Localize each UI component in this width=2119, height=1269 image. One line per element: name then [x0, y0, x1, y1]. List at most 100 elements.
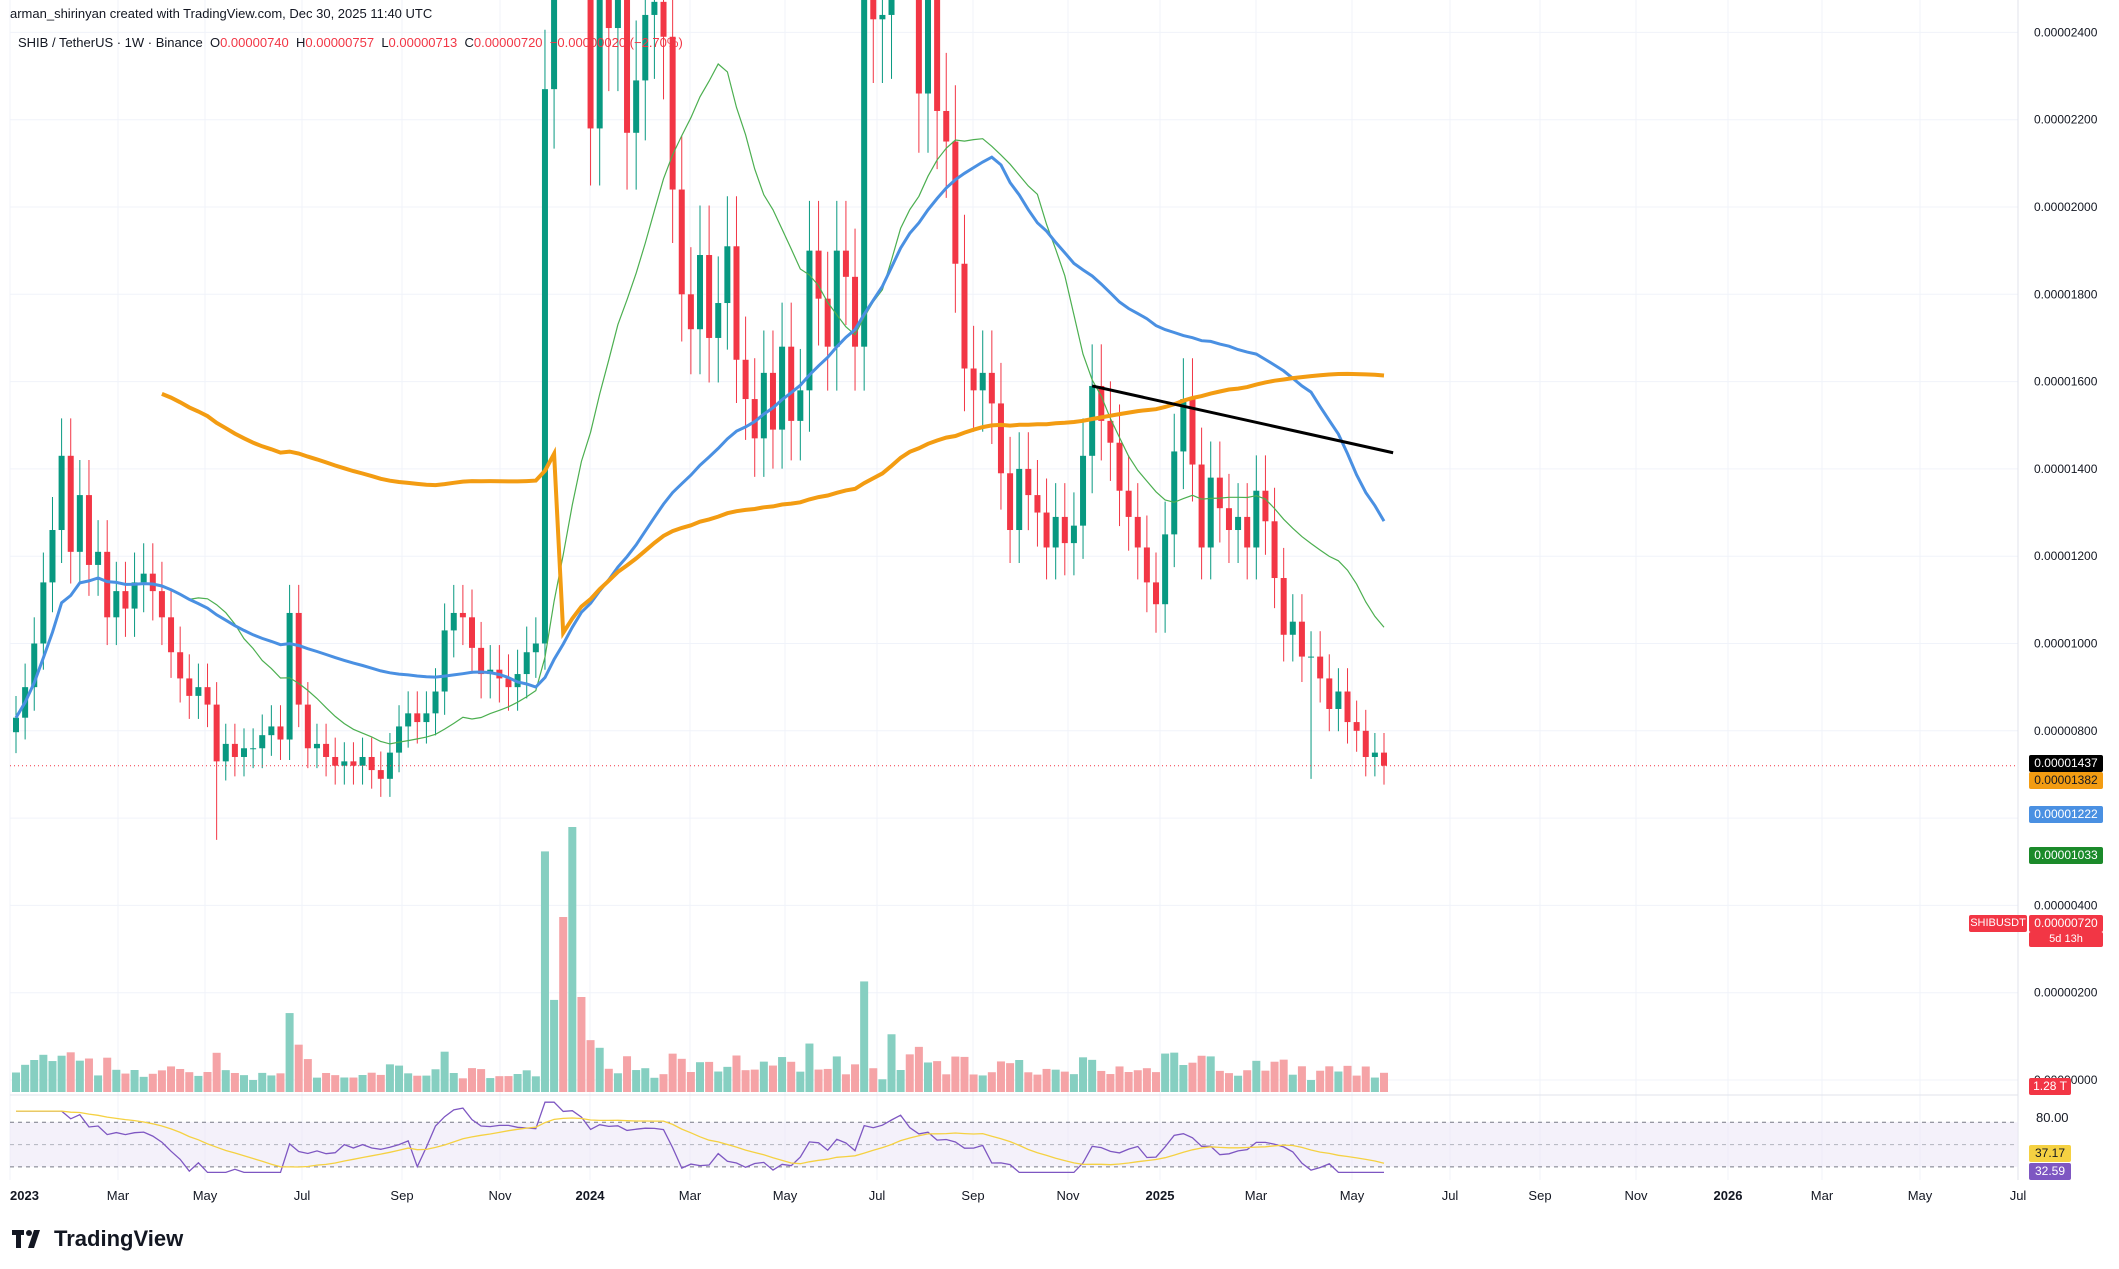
candlesticks[interactable] [13, 0, 1387, 840]
volume-bar [1088, 1059, 1097, 1092]
volume-bar [194, 1075, 203, 1092]
volume-bar [540, 851, 549, 1092]
candle-body [259, 735, 266, 749]
candle-body [122, 591, 129, 609]
volume-bar [723, 1066, 732, 1092]
candle-body [1253, 490, 1260, 548]
trendline [1091, 384, 1394, 455]
volume-bar [1133, 1070, 1142, 1092]
volume-bar [12, 1072, 20, 1092]
candle-body [341, 761, 348, 766]
candle-body [842, 250, 849, 277]
volume-bar [1279, 1059, 1288, 1092]
candle-body [724, 246, 731, 304]
volume-bar [1252, 1060, 1261, 1092]
candle-body [551, 0, 558, 90]
green-ma-price-label: 0.00001033 [2029, 847, 2103, 864]
candle-body [58, 455, 65, 531]
candle-body [1189, 399, 1196, 465]
volume-bar [951, 1056, 960, 1092]
x-tick-label: Sep [390, 1188, 413, 1203]
x-tick-label: Mar [107, 1188, 130, 1203]
candle-body [624, 0, 631, 133]
volume-bar [778, 1057, 787, 1092]
volume-bar [21, 1064, 30, 1092]
candle-body [1116, 442, 1123, 491]
volume-bar [1161, 1053, 1170, 1092]
candle-body [1216, 477, 1223, 509]
volume-bar [513, 1074, 522, 1092]
candle-body [140, 573, 147, 583]
volume-bar [112, 1069, 121, 1092]
candle-body [31, 643, 38, 688]
brand-name: TradingView [54, 1226, 184, 1251]
candle-body [988, 372, 995, 404]
candle-body [186, 678, 193, 696]
volume-bar [249, 1080, 258, 1092]
volume-bar [1142, 1068, 1151, 1092]
volume-bar [495, 1076, 504, 1092]
x-tick-label: Jul [869, 1188, 886, 1203]
candle-body [678, 189, 685, 295]
volume-bar [267, 1075, 276, 1092]
volume-bar [84, 1058, 93, 1092]
candle-body [85, 495, 92, 565]
candle-body [715, 303, 722, 338]
volume-bar [832, 1056, 841, 1092]
candle-body [359, 756, 366, 766]
candle-body [760, 372, 767, 439]
volume-bar [668, 1053, 677, 1092]
candle-body [450, 612, 457, 631]
x-tick-label: Mar [1245, 1188, 1268, 1203]
candle-body [1171, 451, 1178, 535]
candle-body [1153, 582, 1159, 605]
candle-body [888, 0, 895, 15]
candle-body [1371, 752, 1378, 757]
x-tick-label: Jul [1442, 1188, 1459, 1203]
candle-body [1043, 512, 1050, 548]
volume-bar [677, 1058, 686, 1092]
volume-bar [1307, 1080, 1316, 1092]
volume-bar [48, 1061, 57, 1092]
candle-body [687, 294, 694, 330]
y-tick-label: 0.00001600 [2034, 375, 2098, 389]
candle-body [177, 652, 184, 679]
candle-body [1353, 722, 1360, 731]
candle-body [423, 713, 430, 723]
volume-bar [759, 1061, 768, 1092]
volume-bar [312, 1077, 321, 1092]
candle-body [13, 717, 19, 733]
volume-bar [814, 1069, 823, 1092]
volume-bar [741, 1070, 750, 1092]
volume-bar [878, 1079, 887, 1092]
candle-body [961, 263, 968, 369]
volume-bar [1042, 1068, 1051, 1092]
volume-bar [1343, 1065, 1352, 1092]
volume-bar [796, 1071, 805, 1092]
volume-bar [905, 1054, 914, 1092]
volume-bar [1197, 1055, 1206, 1092]
green-ma-line [15, 63, 1385, 745]
candle-body [742, 359, 749, 400]
volume-bar [1188, 1062, 1197, 1092]
volume-bar [367, 1072, 376, 1092]
rsi-ma-line [16, 1110, 1385, 1168]
last-price-label: 0.00000720 [2029, 915, 2103, 932]
candle-body [286, 612, 293, 740]
candle-body [432, 691, 439, 714]
candle-body [979, 372, 986, 391]
volume-bar [358, 1075, 367, 1092]
candle-body [1052, 516, 1059, 548]
candle-body [1143, 547, 1150, 583]
volume-bar [148, 1073, 157, 1092]
candle-body [706, 255, 713, 338]
candle-body [195, 687, 202, 696]
symbol-label[interactable]: SHIB / TetherUS · 1W · Binance [18, 35, 203, 50]
candle-body [1007, 473, 1014, 531]
candle-body [651, 1, 658, 15]
candle-body [304, 704, 311, 749]
candle-body [1335, 691, 1342, 709]
x-tick-label: May [193, 1188, 218, 1203]
volume-label: 1.28 T [2029, 1078, 2071, 1095]
